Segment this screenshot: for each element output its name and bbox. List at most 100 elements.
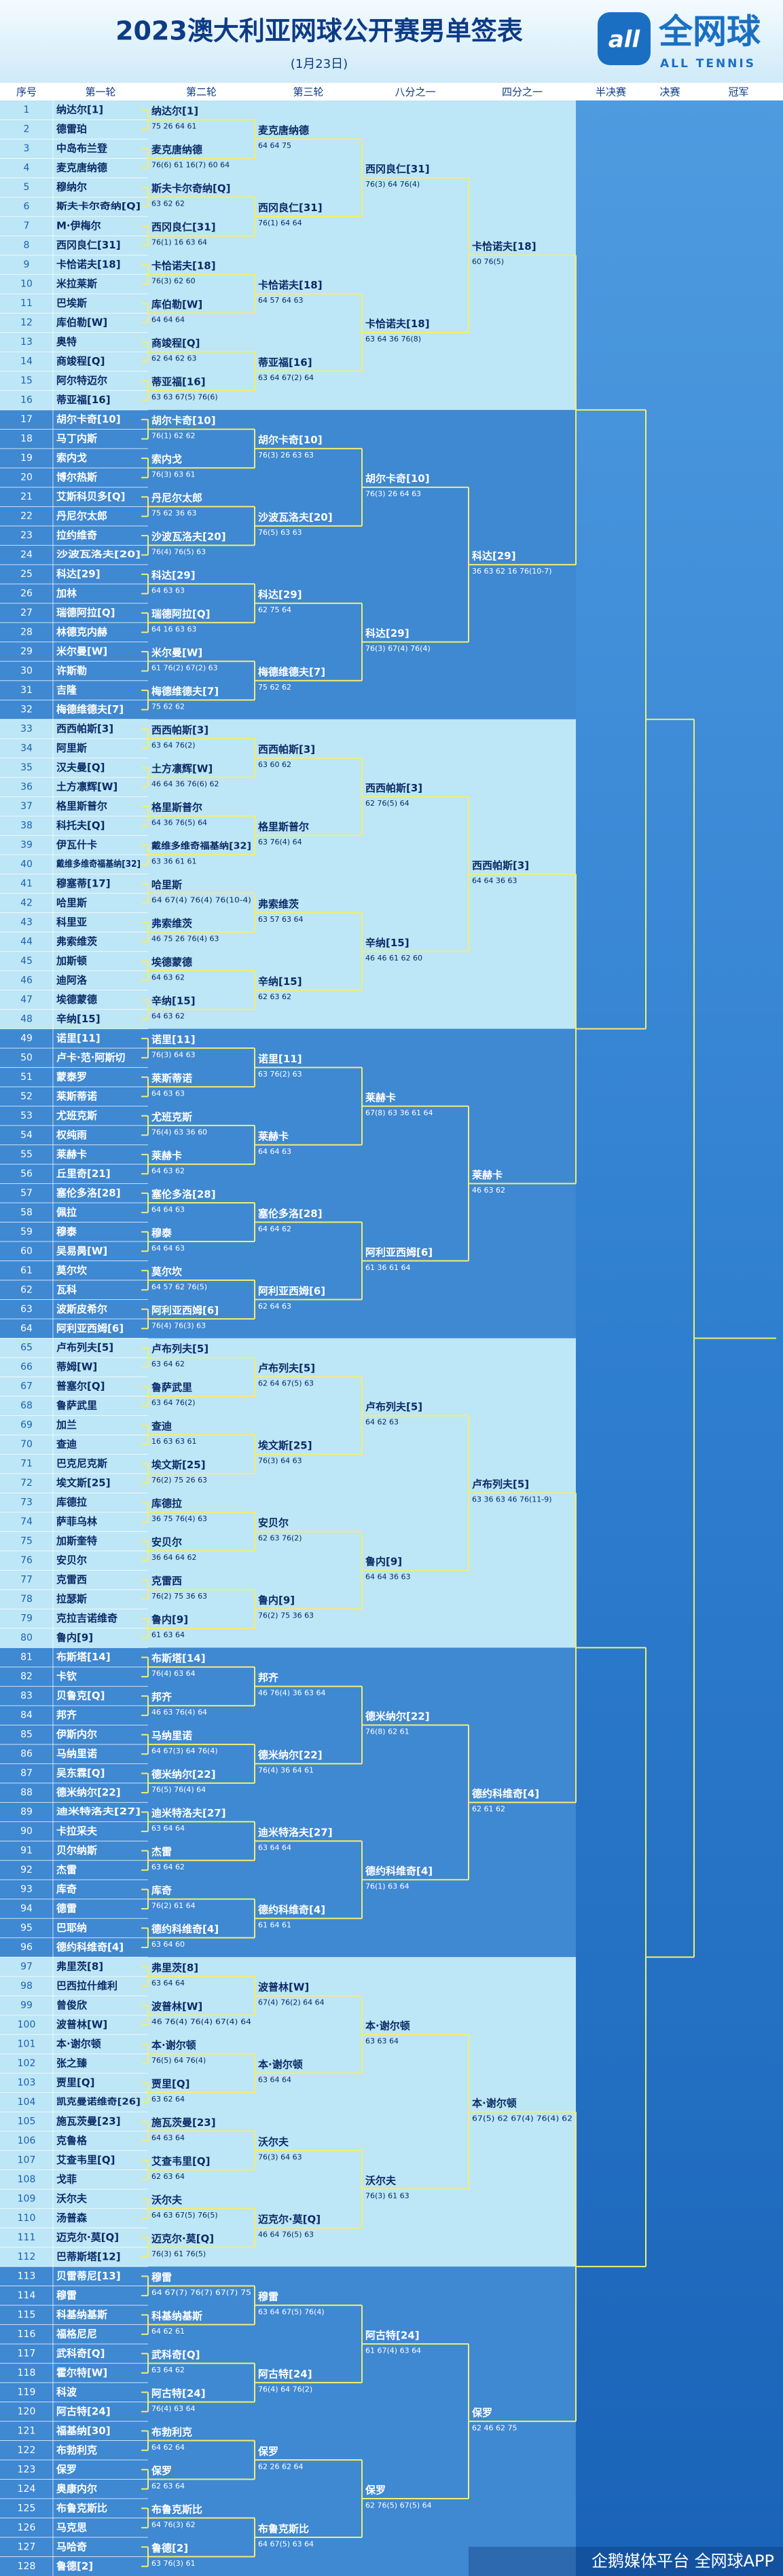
score: 63 62 64 bbox=[151, 2095, 185, 2104]
player-name: 纳达尔[1] bbox=[56, 104, 103, 116]
player-name: 德雷珀 bbox=[56, 123, 87, 135]
player-name: 贾里[Q] bbox=[151, 2078, 189, 2090]
logo-mark: all bbox=[608, 26, 641, 54]
seed-number: 77 bbox=[20, 1575, 33, 1586]
player-name: 德约科维奇[4] bbox=[472, 1788, 539, 1800]
score: 76(5) 64 76(4) bbox=[151, 2056, 206, 2065]
date: (1月23日) bbox=[291, 57, 348, 71]
seed-number: 58 bbox=[20, 1207, 33, 1218]
score: 76(3) 64 76(4) bbox=[365, 180, 420, 189]
score: 46 63 62 bbox=[472, 1186, 505, 1195]
seed-number: 23 bbox=[20, 530, 33, 541]
seed-number: 8 bbox=[24, 240, 30, 251]
score: 63 36 63 46 76(11-9) bbox=[472, 1495, 552, 1504]
seed-number: 36 bbox=[20, 781, 33, 792]
player-name: 沃尔夫 bbox=[258, 2135, 289, 2148]
player-name: 胡尔卡奇[10] bbox=[258, 434, 323, 446]
player-name: 穆泰 bbox=[151, 1227, 172, 1239]
score: 63 64 76(2) bbox=[151, 741, 196, 749]
player-name: 蒂亚福[16] bbox=[151, 376, 206, 388]
player-name: 吴易昺[W] bbox=[56, 1245, 107, 1257]
player-name: 德约科维奇[4] bbox=[365, 1865, 433, 1878]
score: 76(1) 16 63 64 bbox=[151, 238, 207, 247]
score: 76(4) 63 64 bbox=[151, 1669, 196, 1678]
player-name: 阿古特[24] bbox=[258, 2368, 312, 2380]
seed-number: 18 bbox=[20, 434, 33, 445]
score: 46 76(4) 76(4) 67(4) 64 bbox=[151, 2017, 251, 2026]
seed-number: 117 bbox=[18, 2348, 36, 2359]
player-name: 土方凛辉[W] bbox=[151, 762, 213, 774]
player-name: 迪阿洛 bbox=[56, 974, 88, 986]
seed-number: 49 bbox=[20, 1033, 33, 1044]
player-name: 巴西拉什维利 bbox=[56, 1979, 117, 1992]
player-name: 斯夫卡尔奇纳[Q] bbox=[151, 183, 230, 195]
seed-number: 63 bbox=[20, 1304, 33, 1315]
seed-number: 69 bbox=[20, 1420, 33, 1431]
player-name: 西西帕斯[3] bbox=[56, 722, 113, 734]
player-name: 尤班克斯 bbox=[56, 1109, 97, 1121]
score: 64 76(3) 62 bbox=[151, 2520, 196, 2529]
seed-number: 90 bbox=[20, 1826, 33, 1837]
player-name: 许斯勒 bbox=[56, 665, 87, 677]
seed-number: 29 bbox=[20, 646, 33, 657]
player-name: 德米纳尔[22] bbox=[56, 1787, 121, 1799]
player-name: 加斯奎特 bbox=[56, 1535, 97, 1547]
column-header: 第三轮 bbox=[293, 86, 323, 98]
seed-number: 17 bbox=[20, 414, 33, 425]
player-name: 吴东霖[Q] bbox=[56, 1767, 105, 1779]
score: 46 46 61 62 60 bbox=[365, 954, 422, 963]
score: 76(3) 64 63 bbox=[151, 1050, 196, 1059]
score: 76(4) 63 36 60 bbox=[151, 1127, 207, 1136]
player-name: 丹尼尔太郎 bbox=[151, 492, 202, 504]
column-header-bg bbox=[0, 83, 783, 100]
score: 64 67(5) 63 64 bbox=[258, 2539, 314, 2548]
score: 63 64 36 76(8) bbox=[365, 335, 421, 343]
player-name: 布勃利克 bbox=[151, 2426, 192, 2438]
seed-number: 31 bbox=[20, 685, 33, 696]
score: 76(2) 75 36 63 bbox=[258, 1611, 314, 1620]
player-name: 迈克尔·莫[Q] bbox=[151, 2233, 214, 2245]
player-name: 阿古特[24] bbox=[151, 2387, 206, 2400]
score: 76(2) 75 26 63 bbox=[151, 1476, 207, 1485]
score: 63 64 64 bbox=[151, 1979, 185, 1987]
score: 75 26 64 61 bbox=[151, 122, 196, 131]
player-name: 胡尔卡奇[10] bbox=[56, 413, 121, 426]
player-name: 麦克唐纳德 bbox=[151, 144, 202, 156]
seed-number: 70 bbox=[20, 1439, 33, 1450]
header-bg bbox=[0, 0, 783, 83]
score: 76(3) 64 63 bbox=[258, 2152, 302, 2161]
player-name: 保罗 bbox=[365, 2484, 386, 2496]
seed-number: 6 bbox=[24, 202, 30, 212]
player-name: 安贝尔 bbox=[258, 1517, 289, 1529]
seed-number: 33 bbox=[20, 724, 33, 734]
player-name: 佩拉 bbox=[56, 1206, 77, 1218]
player-name: 戴维多维奇福基纳[32] bbox=[56, 859, 141, 870]
player-name: 卢布列夫[5] bbox=[365, 1401, 422, 1413]
player-name: 波普林[W] bbox=[151, 2000, 202, 2013]
score: 76(4) 64 76(2) bbox=[258, 2385, 312, 2393]
score: 64 63 63 bbox=[151, 1089, 185, 1098]
player-name: 麦克唐纳德 bbox=[258, 124, 309, 136]
score: 63 57 63 64 bbox=[258, 915, 303, 924]
score: 64 64 63 bbox=[258, 1147, 291, 1156]
player-name: 弗索维茨 bbox=[258, 898, 299, 910]
player-name: 凯克曼诺维奇[26] bbox=[56, 2096, 141, 2107]
player-name: 哈里斯 bbox=[56, 897, 87, 909]
score: 64 63 62 bbox=[151, 1166, 185, 1175]
player-name: 鲁德[2] bbox=[56, 2560, 93, 2572]
player-name: 巴蒂斯塔[12] bbox=[56, 2250, 121, 2262]
player-name: 瓦科 bbox=[56, 1284, 77, 1296]
player-name: 巴克尼克斯 bbox=[56, 1457, 107, 1470]
score: 76(3) 67(4) 76(4) bbox=[365, 644, 431, 653]
seed-number: 107 bbox=[18, 2154, 36, 2165]
player-name: 权纯雨 bbox=[56, 1129, 87, 1141]
seed-number: 76 bbox=[20, 1555, 33, 1566]
score: 63 64 62 bbox=[151, 1863, 185, 1871]
player-name: 鲁内[9] bbox=[365, 1556, 402, 1568]
player-name: 蒂亚福[16] bbox=[56, 394, 111, 406]
player-name: 德米纳尔[22] bbox=[365, 1711, 430, 1723]
column-header: 第二轮 bbox=[186, 86, 217, 98]
player-name: 德约科维奇[4] bbox=[56, 1941, 124, 1954]
seed-number: 16 bbox=[20, 395, 33, 406]
player-name: 斯夫卡尔奇纳[Q] bbox=[56, 201, 141, 212]
